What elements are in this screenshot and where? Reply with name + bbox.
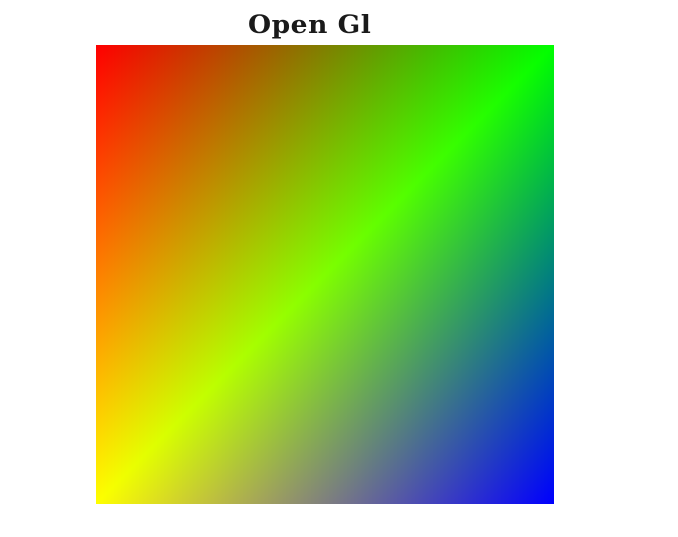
- window-title: Open Gl: [248, 10, 372, 39]
- gradient-quad-canvas: [96, 45, 554, 504]
